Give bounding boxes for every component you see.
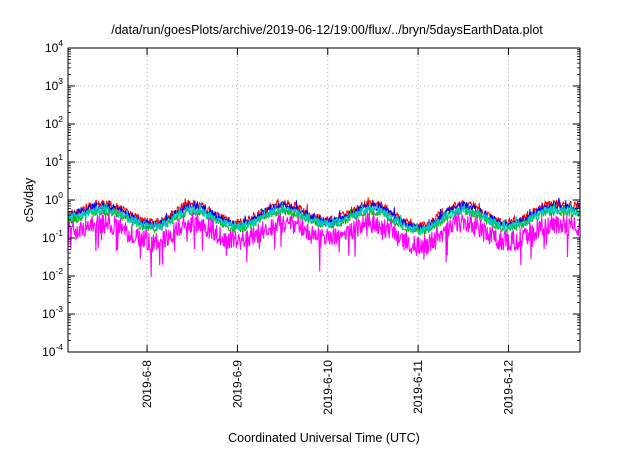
- y-tick-base: 10: [42, 345, 56, 359]
- y-tick-label: 104: [45, 38, 63, 55]
- x-tick-label: 2019-6-12: [501, 360, 515, 415]
- y-tick-label: 103: [45, 76, 63, 93]
- y-tick-base: 10: [42, 231, 56, 245]
- x-tick-label: 2019-6-11: [411, 360, 425, 414]
- y-tick-label: 100: [45, 190, 63, 207]
- y-tick-exponent: 2: [58, 114, 63, 124]
- y-tick-exponent: 0: [58, 190, 63, 200]
- y-tick-base: 10: [45, 79, 59, 93]
- y-tick-base: 10: [45, 41, 59, 55]
- series-line: [67, 201, 581, 235]
- grid: [68, 48, 580, 352]
- y-tick-base: 10: [45, 193, 59, 207]
- y-tick-exponent: 3: [58, 76, 63, 86]
- y-tick-label: 10-3: [42, 304, 63, 321]
- y-tick-exponent: 1: [58, 152, 63, 162]
- x-tick-label: 2019-6-10: [321, 360, 335, 415]
- y-tick-label: 102: [45, 114, 63, 131]
- series-line: [67, 212, 581, 278]
- y-tick-exponent: -1: [55, 228, 63, 238]
- y-axis-label: cSv/day: [22, 177, 36, 222]
- y-tick-base: 10: [42, 307, 56, 321]
- data-series: [67, 197, 581, 278]
- x-axis-label: Coordinated Universal Time (UTC): [228, 431, 420, 445]
- y-tick-exponent: -3: [55, 304, 63, 314]
- chart-title: /data/run/goesPlots/archive/2019-06-12/1…: [111, 23, 543, 37]
- x-tick-label: 2019-6-8: [140, 360, 154, 408]
- x-tick-label: 2019-6-9: [230, 360, 244, 408]
- y-tick-base: 10: [42, 269, 56, 283]
- y-tick-exponent: 4: [58, 38, 63, 48]
- y-tick-label: 10-2: [42, 266, 63, 283]
- y-tick-base: 10: [45, 117, 59, 131]
- y-tick-exponent: -2: [55, 266, 63, 276]
- y-tick-label: 101: [45, 152, 63, 169]
- y-tick-label: 10-4: [42, 342, 63, 359]
- y-tick-exponent: -4: [55, 342, 63, 352]
- y-tick-label: 10-1: [42, 228, 63, 245]
- y-tick-base: 10: [45, 155, 59, 169]
